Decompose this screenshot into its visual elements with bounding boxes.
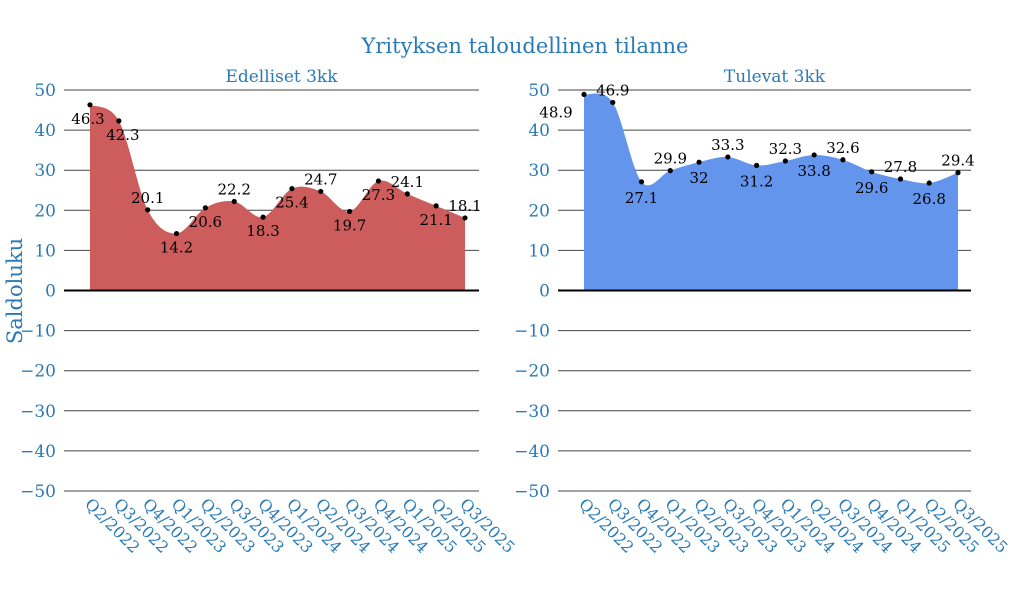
y-tick-label: −20 xyxy=(20,362,56,382)
data-label: 18.1 xyxy=(448,197,481,215)
data-label: 32.6 xyxy=(826,139,859,157)
data-label: 25.4 xyxy=(275,194,308,212)
y-tick-label: 40 xyxy=(34,121,56,141)
data-point xyxy=(638,179,645,185)
y-tick-label: −30 xyxy=(514,402,550,422)
y-tick-label: 30 xyxy=(528,161,550,181)
data-point xyxy=(260,214,266,220)
chart-panel-1: Edelliset 3kk 50 40 30 20 10 0 −10 −20 −30 −40 −50 4… xyxy=(20,67,519,557)
data-label: 48.9 xyxy=(539,103,572,121)
data-label: 24.1 xyxy=(391,173,424,191)
data-label: 18.3 xyxy=(246,222,279,240)
y-tick-label: 40 xyxy=(528,121,550,141)
y-tick-label: 10 xyxy=(34,241,56,261)
data-label: 27.1 xyxy=(625,189,658,207)
data-label: 29.9 xyxy=(654,150,687,168)
data-label: 14.2 xyxy=(160,239,193,257)
data-label: 29.6 xyxy=(855,179,888,197)
data-label: 29.4 xyxy=(941,152,974,170)
data-label: 33.8 xyxy=(797,162,830,180)
y-tick-label: −30 xyxy=(20,402,56,422)
data-label: 33.3 xyxy=(711,136,744,154)
data-point xyxy=(375,178,382,184)
y-tick-label: −10 xyxy=(514,322,550,342)
y-tick-label: 20 xyxy=(34,201,56,221)
y-tick-label: 30 xyxy=(34,161,56,181)
y-tick-label: 0 xyxy=(45,282,56,302)
y-tick-label: −50 xyxy=(514,482,550,502)
data-point xyxy=(404,191,410,197)
chart-panels: Edelliset 3kk 50 40 30 20 10 0 −10 −20 −30 −40 −50 4… xyxy=(20,67,1012,557)
data-point xyxy=(897,176,904,182)
data-label: 32 xyxy=(690,169,709,187)
data-point xyxy=(725,154,731,160)
data-point xyxy=(667,168,673,174)
data-point xyxy=(610,99,616,106)
y-tick-label: −50 xyxy=(20,482,56,502)
y-tick-label: −40 xyxy=(20,442,56,462)
series-area xyxy=(90,104,465,291)
data-label: 20.1 xyxy=(131,189,164,207)
y-tick-label: 50 xyxy=(528,81,550,101)
y-tick-label: 20 xyxy=(528,201,550,221)
data-label: 32.3 xyxy=(769,140,802,158)
panel-title: Tulevat 3kk xyxy=(724,67,826,87)
data-point xyxy=(581,91,587,98)
y-tick-label: 50 xyxy=(34,81,56,101)
data-point xyxy=(289,186,295,192)
data-point xyxy=(87,102,93,108)
data-point xyxy=(347,208,353,215)
y-tick-label: −40 xyxy=(514,442,550,462)
data-point xyxy=(433,203,439,209)
data-point xyxy=(869,169,875,175)
data-point xyxy=(462,215,468,221)
chart-panel-2: Tulevat 3kk 50 40 30 20 10 0 −10 −20 −30 −40 −50 48.… xyxy=(514,67,1012,557)
y-axis-label: Saldoluku xyxy=(3,238,27,344)
data-point xyxy=(231,198,237,205)
y-tick-label: −20 xyxy=(514,362,550,382)
y-tick-label: 0 xyxy=(539,282,550,302)
data-point xyxy=(840,157,846,163)
data-label: 26.8 xyxy=(913,190,946,208)
data-point xyxy=(145,207,151,213)
data-point xyxy=(955,170,961,176)
series-area xyxy=(584,93,958,291)
data-label: 27.8 xyxy=(884,158,917,176)
data-label: 46.9 xyxy=(596,81,629,99)
data-point xyxy=(926,180,932,186)
data-label: 27.3 xyxy=(362,186,395,204)
data-point xyxy=(318,188,324,195)
y-tick-label: −10 xyxy=(20,322,56,342)
data-label: 46.3 xyxy=(71,110,104,128)
chart-title: Yrityksen taloudellinen tilanne xyxy=(361,34,689,58)
data-point xyxy=(696,159,702,165)
data-point xyxy=(754,162,760,168)
data-label: 20.6 xyxy=(189,213,222,231)
data-label: 31.2 xyxy=(740,172,773,190)
data-label: 21.1 xyxy=(419,211,452,229)
data-point xyxy=(782,158,788,164)
data-label: 24.7 xyxy=(304,170,337,188)
data-label: 42.3 xyxy=(106,126,139,144)
data-point xyxy=(811,152,817,158)
data-point xyxy=(173,230,180,237)
data-point xyxy=(116,118,122,124)
panel-title: Edelliset 3kk xyxy=(225,67,338,87)
data-label: 19.7 xyxy=(333,217,366,235)
y-tick-label: 10 xyxy=(528,241,550,261)
data-point xyxy=(202,205,208,211)
data-label: 22.2 xyxy=(218,180,251,198)
